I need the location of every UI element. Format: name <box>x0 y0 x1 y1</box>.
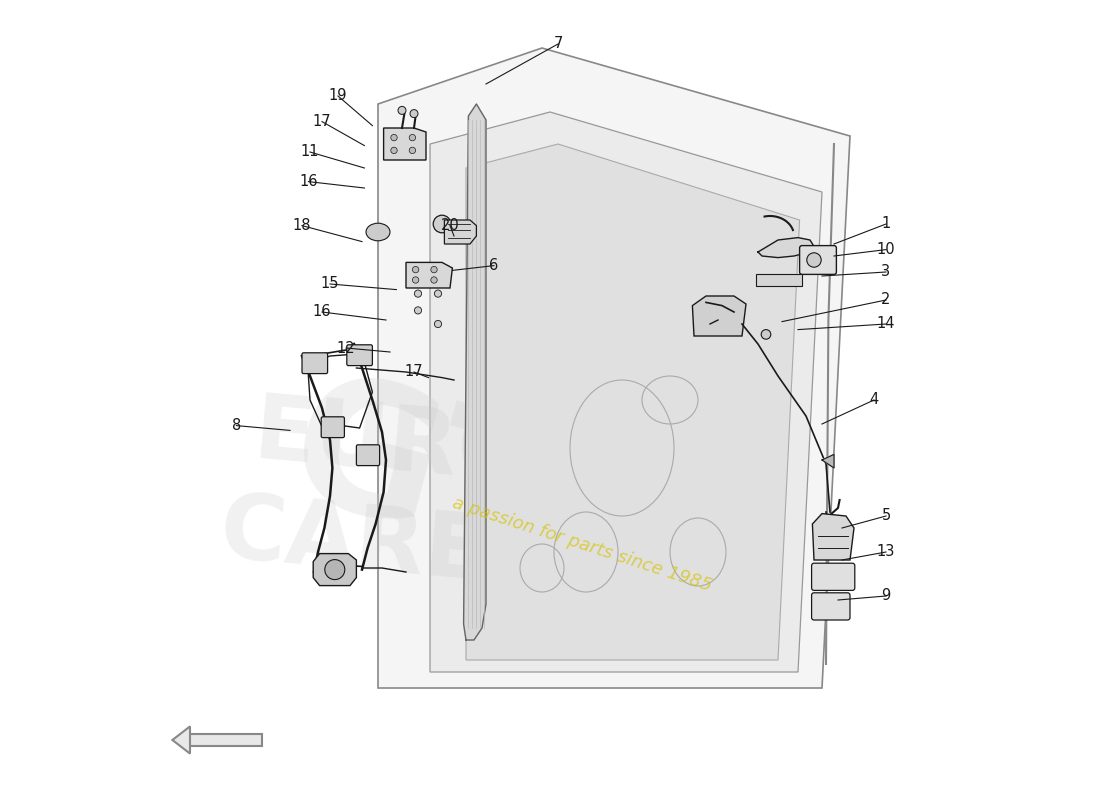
Text: 4: 4 <box>869 393 879 407</box>
Ellipse shape <box>412 266 419 273</box>
FancyBboxPatch shape <box>812 563 855 590</box>
Text: 1: 1 <box>881 217 891 231</box>
Polygon shape <box>444 220 476 244</box>
FancyBboxPatch shape <box>346 345 373 366</box>
Polygon shape <box>314 554 356 586</box>
Polygon shape <box>463 104 486 640</box>
Text: 18: 18 <box>293 218 311 233</box>
Polygon shape <box>182 734 262 746</box>
Text: 13: 13 <box>877 545 895 559</box>
Text: 16: 16 <box>299 174 318 189</box>
FancyBboxPatch shape <box>302 353 328 374</box>
Ellipse shape <box>409 147 416 154</box>
Polygon shape <box>813 514 854 560</box>
Text: EURO
CARES: EURO CARES <box>217 387 563 605</box>
Ellipse shape <box>410 110 418 118</box>
Ellipse shape <box>409 134 416 141</box>
Text: 8: 8 <box>232 418 241 433</box>
Text: 9: 9 <box>881 589 891 603</box>
Text: 11: 11 <box>300 145 319 159</box>
Ellipse shape <box>761 330 771 339</box>
Polygon shape <box>757 274 802 286</box>
Polygon shape <box>384 128 426 160</box>
Text: 17: 17 <box>312 114 331 129</box>
Ellipse shape <box>324 560 344 579</box>
FancyBboxPatch shape <box>356 445 380 466</box>
Ellipse shape <box>806 253 822 267</box>
Text: 5: 5 <box>881 509 891 523</box>
Text: GTS: GTS <box>271 359 701 633</box>
Polygon shape <box>758 238 814 258</box>
Ellipse shape <box>398 106 406 114</box>
Ellipse shape <box>434 290 441 298</box>
Text: 20: 20 <box>441 218 460 233</box>
Ellipse shape <box>366 223 390 241</box>
Text: 16: 16 <box>312 305 331 319</box>
Ellipse shape <box>415 306 421 314</box>
Text: 15: 15 <box>321 277 339 291</box>
Text: 7: 7 <box>553 37 563 51</box>
Polygon shape <box>466 144 800 660</box>
Text: 3: 3 <box>881 265 891 279</box>
FancyBboxPatch shape <box>800 246 836 274</box>
Ellipse shape <box>433 215 451 233</box>
Ellipse shape <box>431 266 437 273</box>
Text: 19: 19 <box>329 89 348 103</box>
Ellipse shape <box>434 320 441 328</box>
Polygon shape <box>822 454 834 468</box>
Ellipse shape <box>412 277 419 283</box>
Text: 10: 10 <box>877 242 895 257</box>
Ellipse shape <box>390 134 397 141</box>
Text: 6: 6 <box>490 258 498 273</box>
Text: a passion for parts since 1985: a passion for parts since 1985 <box>450 494 714 594</box>
Polygon shape <box>430 112 822 672</box>
Text: 2: 2 <box>881 293 891 307</box>
Ellipse shape <box>415 290 421 298</box>
Text: 17: 17 <box>405 365 424 379</box>
Polygon shape <box>692 296 746 336</box>
Polygon shape <box>173 726 190 754</box>
Polygon shape <box>406 262 452 288</box>
Ellipse shape <box>431 277 437 283</box>
Polygon shape <box>378 48 850 688</box>
Ellipse shape <box>390 147 397 154</box>
Text: 12: 12 <box>337 341 355 355</box>
Text: 14: 14 <box>877 317 895 331</box>
FancyBboxPatch shape <box>321 417 344 438</box>
FancyBboxPatch shape <box>812 593 850 620</box>
